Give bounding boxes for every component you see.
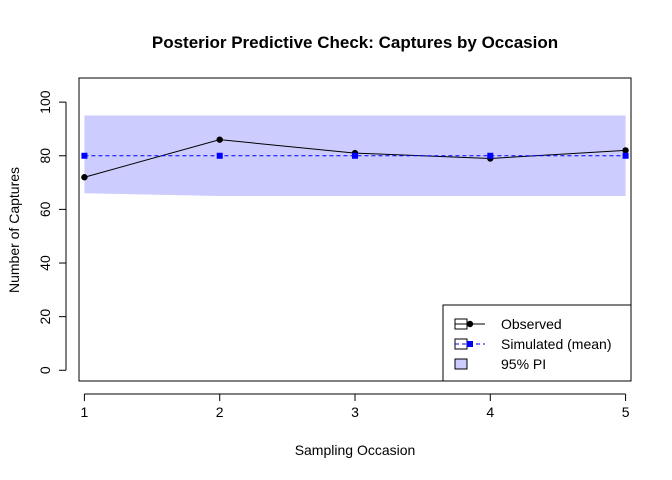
legend-entry-observed: Observed [454, 316, 562, 332]
x-tick-label: 3 [351, 404, 359, 420]
x-tick-label: 1 [81, 404, 89, 420]
x-tick-label: 2 [216, 404, 224, 420]
legend-simulated-label: Simulated (mean) [501, 336, 612, 352]
x-tick-label: 4 [486, 404, 494, 420]
y-tick-label: 80 [37, 148, 53, 164]
legend-simulated-marker [467, 341, 473, 347]
series-point-1 [216, 152, 223, 159]
plot-area: 1 2 3 4 5 0 20 40 60 80 100 [37, 77, 632, 420]
y-axis-label: Number of Captures [6, 167, 22, 293]
legend: Observed Simulated (mean) 95% PI [442, 304, 632, 382]
y-tick-label: 100 [37, 90, 53, 114]
x-axis-label: Sampling Occasion [295, 442, 416, 458]
series-point-0 [81, 174, 88, 181]
x-tick-label: 5 [622, 404, 630, 420]
series-point-1 [352, 152, 358, 159]
series-point-1 [487, 152, 494, 159]
series-point-0 [622, 147, 629, 154]
legend-entry-interval: 95% PI [454, 356, 546, 372]
series-point-1 [622, 152, 629, 159]
legend-observed-marker [466, 320, 474, 328]
legend-interval-swatch [454, 358, 468, 370]
legend-observed-label: Observed [501, 316, 562, 332]
series-point-0 [216, 136, 223, 143]
series-point-1 [81, 152, 88, 159]
plot-box [78, 77, 632, 382]
y-tick-label: 60 [37, 201, 53, 217]
legend-entry-simulated: Simulated (mean) [454, 336, 612, 352]
legend-box [442, 304, 632, 382]
chart-title: Posterior Predictive Check: Captures by … [152, 33, 558, 52]
y-tick-label: 40 [37, 255, 53, 271]
y-tick-label: 0 [37, 366, 53, 374]
legend-interval-label: 95% PI [501, 356, 546, 372]
y-tick-label: 20 [37, 309, 53, 325]
